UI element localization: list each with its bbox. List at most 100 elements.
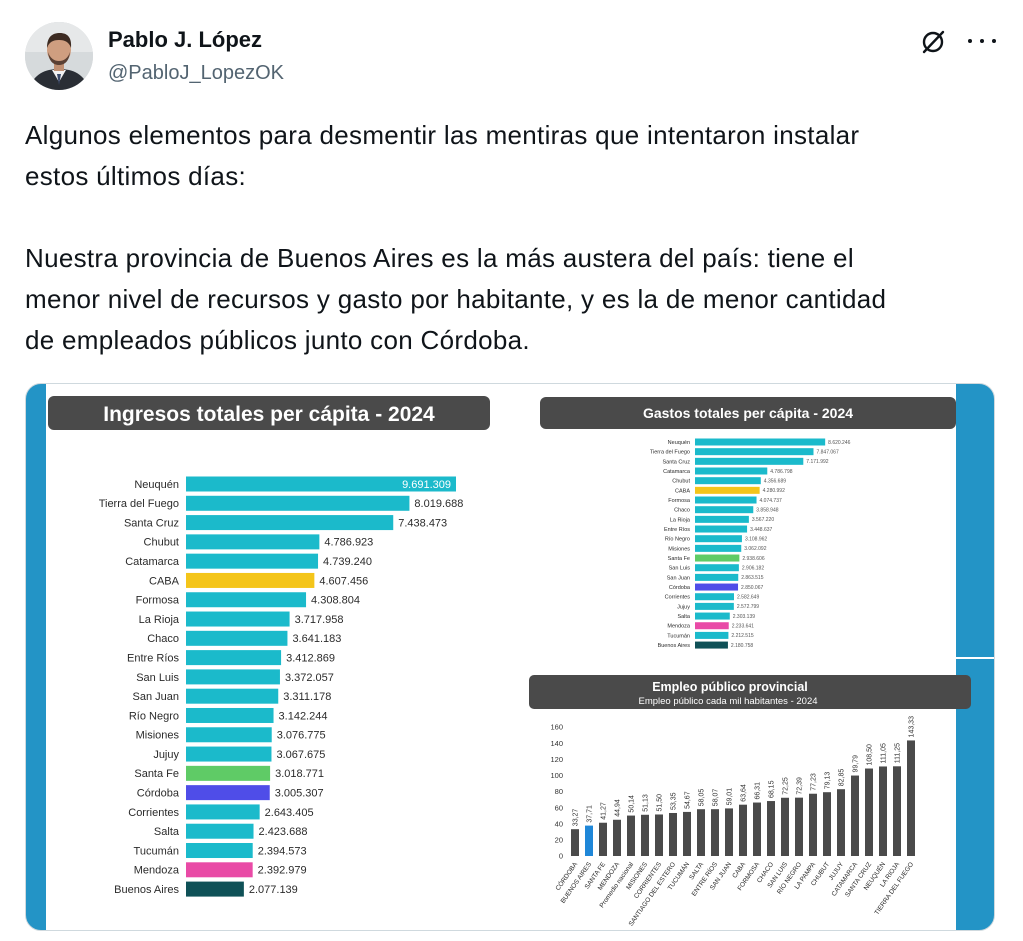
bar [753,802,761,856]
value-label: 4.308.804 [311,595,360,607]
value-label: 3.567.220 [752,517,774,523]
bar [695,457,804,465]
chart-ingresos-header [48,396,490,430]
bar [697,809,705,856]
value-label: 2.863.515 [741,575,763,581]
category-label: Chubut [144,537,179,549]
tweet-image[interactable]: Ingresos totales per cápita - 2024 Neuqu… [25,383,995,931]
bar [739,804,747,856]
bar [186,881,244,897]
value-label: 72,39 [796,777,803,795]
y-tick-label: 40 [555,819,563,828]
category-label: Mendoza [134,865,180,877]
category-label: Córdoba [137,787,180,799]
bar [186,553,319,569]
author-name[interactable]: Pablo J. López [108,27,263,52]
tweet-text: Algunos elementos para desmentir las men… [25,115,1000,361]
value-label: 33,27 [572,809,579,827]
category-label: Formosa [136,595,180,607]
category-label: Tierra del Fuego [650,450,690,456]
bar [695,622,729,630]
category-label: Neuquén [668,440,690,446]
value-label: 2.392.979 [258,865,307,877]
value-label: 3.412.869 [286,652,335,664]
category-label: San Luis [669,566,691,572]
bar [186,611,290,627]
chart-empleo-header [529,675,971,709]
value-label: 3.311.178 [283,691,331,703]
avatar[interactable] [25,22,93,90]
value-label: 3.108.962 [745,536,767,542]
value-label: 3.641.183 [292,633,341,645]
value-label: 37,71 [586,805,593,823]
y-tick-label: 120 [550,755,563,764]
value-label: 3.067.675 [276,749,325,761]
bar [186,476,456,492]
bar [599,822,607,856]
value-label: 53,35 [670,792,677,810]
value-label: 3.372.057 [285,672,334,684]
value-label: 2.423.688 [259,826,308,838]
value-label: 8.019.688 [414,498,463,510]
bar [837,789,845,856]
category-label: La Rioja [670,517,691,523]
value-label: 41,27 [600,802,607,820]
y-tick-label: 140 [550,739,563,748]
bar [695,641,728,649]
bar [695,438,826,446]
value-label: 50,14 [628,795,635,813]
chart-empleo: 02040608010012014016033,27CÓRDOBA37,71BU… [550,716,915,928]
grok-icon[interactable] [920,27,948,55]
bar [711,809,719,856]
chart-gastos-header [540,397,956,429]
bar [627,815,635,856]
value-label: 66,31 [754,782,761,800]
bar [695,554,740,562]
value-label: 4.356.689 [764,478,786,484]
category-label: Chaco [674,508,690,514]
value-label: 3.018.771 [275,768,324,780]
value-label: 9.691.309 [402,479,451,491]
value-label: 2.233.641 [732,623,754,629]
bar [186,862,253,878]
value-label: 3.005.307 [275,787,324,799]
value-label: 2.938.606 [742,556,764,562]
bar [641,814,649,856]
chart-gastos: Neuquén 8.620.246 Tierra del Fuego 7.847.06… [650,438,851,649]
dot-icon [968,39,972,43]
bar [823,792,831,856]
category-label: Santa Fe [668,556,690,562]
category-label: Entre Ríos [664,527,690,533]
value-label: 51,13 [642,794,649,812]
bar [186,572,315,588]
bar [186,650,282,666]
author-handle[interactable]: @PabloJ_LopezOK [108,62,284,84]
image-divider [956,657,994,659]
bar [695,573,739,581]
value-label: 2.394.573 [258,845,307,857]
value-label: 4.607.456 [319,575,368,587]
bar [695,544,742,552]
category-label: Santa Fe [134,768,179,780]
tweet-text-line: Algunos elementos para desmentir las men… [25,120,860,150]
bar [695,506,754,514]
category-label: Santa Cruz [662,459,690,465]
bar [186,495,410,511]
value-label: 72,25 [782,777,789,795]
value-label: 51,50 [656,794,663,812]
bar [695,525,748,533]
bar [186,727,272,743]
more-options-icon[interactable] [968,30,996,52]
bar [725,808,733,856]
tweet-text-line: estos últimos días: [25,161,247,191]
value-label: 108,50 [866,744,873,766]
value-label: 58,07 [712,789,719,807]
bar [186,669,280,685]
value-label: 58,05 [698,789,705,807]
category-label: CABA [675,488,690,494]
value-label: 7.847.067 [816,449,838,455]
value-label: 3.858.948 [756,507,778,513]
value-label: 4.739.240 [323,556,372,568]
value-label: 59,01 [726,788,733,806]
dot-icon [980,39,984,43]
